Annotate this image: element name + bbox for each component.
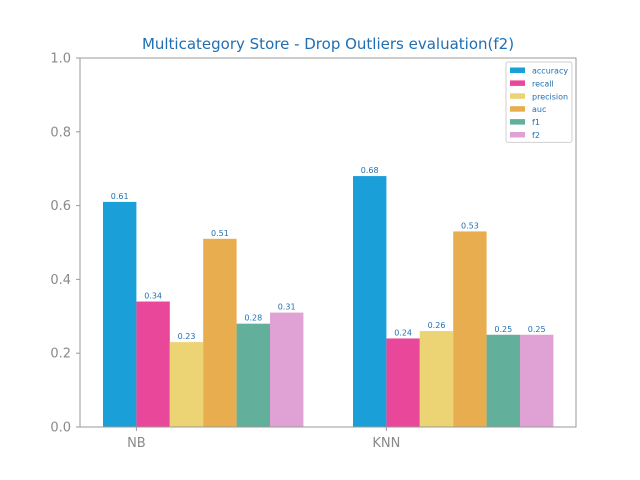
data-label-accuracy-knn: 0.68 — [361, 166, 379, 175]
data-label-f1-nb: 0.28 — [244, 314, 262, 323]
data-label-recall-knn: 0.24 — [394, 328, 412, 337]
data-labels-group: 0.61 0.34 0.23 0.51 0.28 0.31 0.68 0.24 0.26 0.53… — [111, 166, 546, 341]
data-label-recall-nb: 0.34 — [144, 292, 162, 301]
legend-label-f2: f2 — [532, 131, 540, 140]
legend-swatch-f1 — [510, 119, 525, 125]
plot-area-frame — [79, 57, 577, 428]
bar-precision-nb — [169, 342, 204, 427]
y-axis: 0.0 0.2 0.4 0.6 0.8 1.0 — [50, 52, 80, 436]
legend: accuracy recall precision auc f1 f2 — [505, 61, 573, 143]
legend-swatch-auc — [510, 106, 525, 112]
data-label-accuracy-nb: 0.61 — [111, 192, 129, 201]
bar-recall-knn — [386, 338, 420, 427]
legend-label-auc: auc — [532, 105, 546, 114]
y-tick-label: 1.0 — [50, 52, 71, 67]
data-label-precision-knn: 0.26 — [428, 321, 446, 330]
data-label-f1-knn: 0.25 — [494, 325, 512, 334]
legend-label-recall: recall — [532, 79, 554, 88]
bar-auc-nb — [203, 238, 237, 427]
bars-group — [103, 176, 554, 427]
legend-swatch-f2 — [510, 132, 525, 138]
bar-accuracy-nb — [103, 201, 137, 427]
bar-accuracy-knn — [353, 176, 387, 427]
bar-f2-nb — [270, 312, 304, 427]
y-tick-label: 0.2 — [50, 347, 71, 362]
chart-title: Multicategory Store - Drop Outliers eval… — [142, 35, 514, 53]
data-label-f2-nb: 0.31 — [278, 303, 296, 312]
legend-swatch-precision — [510, 93, 525, 99]
y-tick-label: 0.0 — [50, 421, 71, 436]
y-tick-label: 0.4 — [50, 273, 71, 288]
bar-f1-nb — [236, 323, 270, 427]
legend-label-accuracy: accuracy — [532, 67, 568, 76]
data-label-precision-nb: 0.23 — [178, 332, 196, 341]
data-label-f2-knn: 0.25 — [528, 325, 546, 334]
y-tick-label: 0.6 — [50, 199, 71, 214]
legend-label-precision: precision — [532, 92, 568, 101]
data-label-auc-knn: 0.53 — [461, 221, 479, 230]
bar-recall-nb — [136, 301, 170, 427]
data-label-auc-nb: 0.51 — [211, 229, 229, 238]
x-tick-label-nb: NB — [127, 436, 146, 451]
bar-f2-knn — [520, 334, 554, 427]
legend-label-f1: f1 — [532, 118, 540, 127]
bar-precision-knn — [419, 331, 454, 427]
bar-auc-knn — [453, 231, 487, 427]
bar-f1-knn — [486, 334, 520, 427]
y-tick-label: 0.8 — [50, 125, 71, 140]
x-tick-label-knn: KNN — [372, 436, 400, 451]
x-axis: NB KNN — [127, 427, 400, 451]
legend-swatch-recall — [510, 80, 525, 86]
legend-swatch-accuracy — [510, 67, 525, 73]
